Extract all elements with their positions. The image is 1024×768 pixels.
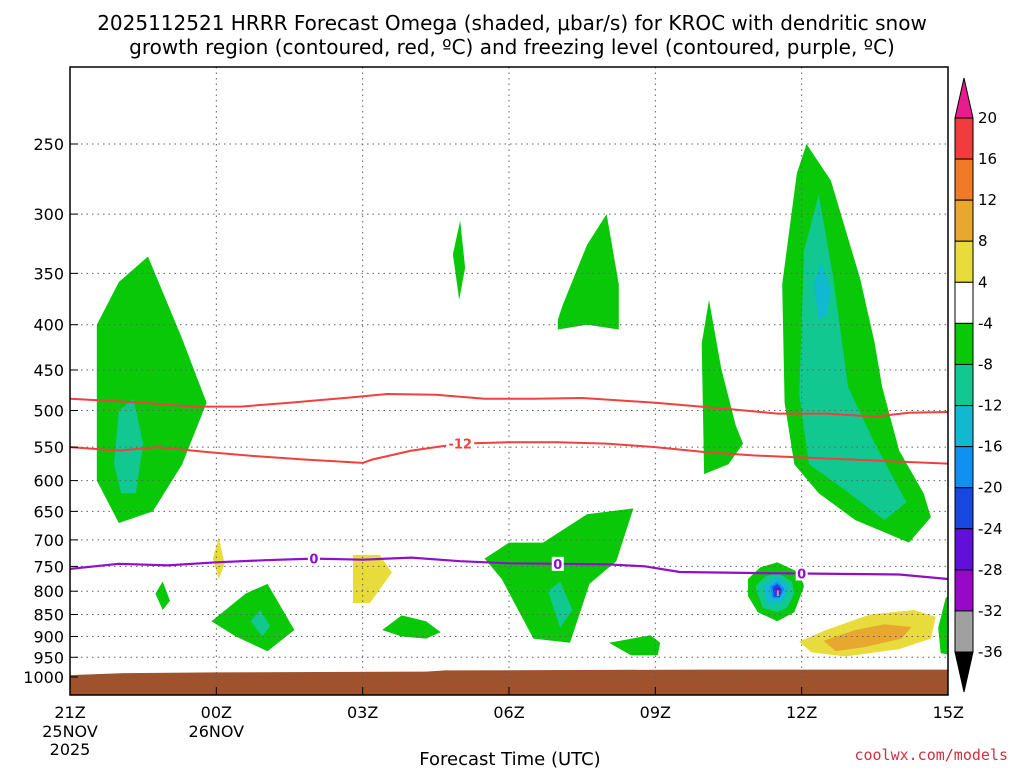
contour-label-1: 0 <box>309 553 318 568</box>
omega-region-20 <box>776 590 780 596</box>
colorbar-tick-3: 8 <box>978 232 988 250</box>
omega-region-8 <box>452 220 466 300</box>
omega-region-3 <box>212 537 225 579</box>
dgz-contour-0 <box>70 393 948 418</box>
contour-label-0: -12 <box>448 438 472 453</box>
colorbar-tick-9: -20 <box>978 479 1003 497</box>
contour-labels: -12 0 0 0 <box>307 436 808 583</box>
y-tick-label-700: 700 <box>33 531 64 550</box>
y-tick-label-600: 600 <box>33 472 64 491</box>
y-tick-label-400: 400 <box>33 316 64 335</box>
x-tick-label-2: 03Z <box>347 703 378 722</box>
colorbar-tick-12: -32 <box>978 602 1003 620</box>
x-tick-label-6: 15Z <box>933 703 964 722</box>
omega-region-26 <box>938 595 948 655</box>
x-tick-label-5: 12Z <box>786 703 817 722</box>
x-tick-label-3: 06Z <box>493 703 524 722</box>
y-tick-label-750: 750 <box>33 557 64 576</box>
grid-lines <box>69 67 949 695</box>
y-tick-label-350: 350 <box>33 264 64 283</box>
omega-region-11 <box>557 214 619 330</box>
colorbar-segment-8 <box>954 446 974 489</box>
y-tick-label-500: 500 <box>33 402 64 421</box>
colorbar-tick-5: -4 <box>978 314 993 332</box>
contour-label-bg-1 <box>307 551 320 566</box>
colorbar-segment-10 <box>954 528 974 571</box>
terrain-layer <box>70 669 948 695</box>
colorbar-segment-6 <box>954 363 974 407</box>
omega-region-4 <box>211 583 295 652</box>
colorbar-tick-4: 4 <box>978 273 988 291</box>
omega-region-25 <box>823 624 912 652</box>
y-tick-label-300: 300 <box>33 205 64 224</box>
colorbar-bottom-arrow <box>954 651 974 693</box>
dgz-contour-1 <box>70 441 948 465</box>
contour-label-bg-2 <box>551 556 564 571</box>
colorbar-tick-10: -24 <box>978 520 1003 538</box>
y-axis-ticks: 250 300 350 400 450 500 550 600 650 700 750 800 850 9… <box>23 135 78 687</box>
omega-region-9 <box>484 508 634 643</box>
omega-region-10 <box>548 581 573 628</box>
omega-region-13 <box>701 299 744 475</box>
colorbar-segment-0 <box>954 117 974 160</box>
x-tick-label-1: 00Z <box>201 703 232 722</box>
colorbar-segment-2 <box>954 199 974 242</box>
contour-label-3: 0 <box>797 568 806 583</box>
y-tick-label-800: 800 <box>33 582 64 601</box>
x-axis-label: Forecast Time (UTC) <box>419 749 600 768</box>
omega-region-7 <box>382 615 441 639</box>
colorbar-tick-13: -36 <box>978 643 1003 661</box>
colorbar-tick-7: -12 <box>978 397 1003 415</box>
terrain-fill <box>70 669 948 695</box>
x-tick-date-1: 26NOV <box>189 722 245 741</box>
y-tick-label-950: 950 <box>33 648 64 667</box>
x-tick-label-0: 21Z <box>54 703 85 722</box>
omega-region-2 <box>155 581 170 610</box>
colorbar-segment-9 <box>954 487 974 530</box>
colorbar-tick-1: 16 <box>978 150 997 168</box>
chart-title-line-2: growth region (contoured, red, ºC) and f… <box>129 35 895 59</box>
y-tick-label-850: 850 <box>33 606 64 625</box>
x-tick-date-0: 25NOV <box>42 722 98 741</box>
x-tick-year-0: 2025 <box>50 740 91 759</box>
colorbar-segment-7 <box>954 405 974 448</box>
omega-region-12 <box>609 635 661 656</box>
omega-region-5 <box>250 610 270 637</box>
colorbar-segment-12 <box>954 610 974 653</box>
colorbar-tick-6: -8 <box>978 355 993 373</box>
colorbar-segment-1 <box>954 158 974 201</box>
colorbar-tick-2: 12 <box>978 191 997 209</box>
colorbar: 20 16 12 8 4 -4 -8 -12 -16 -20 -24 -28 -32 -36 <box>954 77 1003 693</box>
omega-region-23 <box>813 262 831 320</box>
colorbar-tick-11: -28 <box>978 561 1003 579</box>
omega-region-1 <box>113 398 144 494</box>
credit-text: coolwx.com/models <box>854 746 1008 764</box>
colorbar-segment-3 <box>954 240 974 283</box>
y-tick-label-1000: 1000 <box>23 668 64 687</box>
colorbar-top-arrow <box>954 77 974 119</box>
y-tick-label-250: 250 <box>33 135 64 154</box>
y-tick-label-550: 550 <box>33 438 64 457</box>
colorbar-segment-11 <box>954 569 974 612</box>
y-tick-label-650: 650 <box>33 502 64 521</box>
contour-label-2: 0 <box>553 558 562 573</box>
colorbar-segment-5 <box>954 322 974 365</box>
colorbar-segment-4 <box>954 281 974 324</box>
contour-label-bg-0 <box>446 436 475 451</box>
chart-title-line-1: 2025112521 HRRR Forecast Omega (shaded, … <box>97 11 927 35</box>
colorbar-tick-0: 20 <box>978 109 997 127</box>
contour-label-bg-3 <box>795 566 808 581</box>
y-tick-label-900: 900 <box>33 627 64 646</box>
colorbar-tick-8: -16 <box>978 438 1003 456</box>
x-tick-label-4: 09Z <box>640 703 671 722</box>
y-tick-label-450: 450 <box>33 361 64 380</box>
